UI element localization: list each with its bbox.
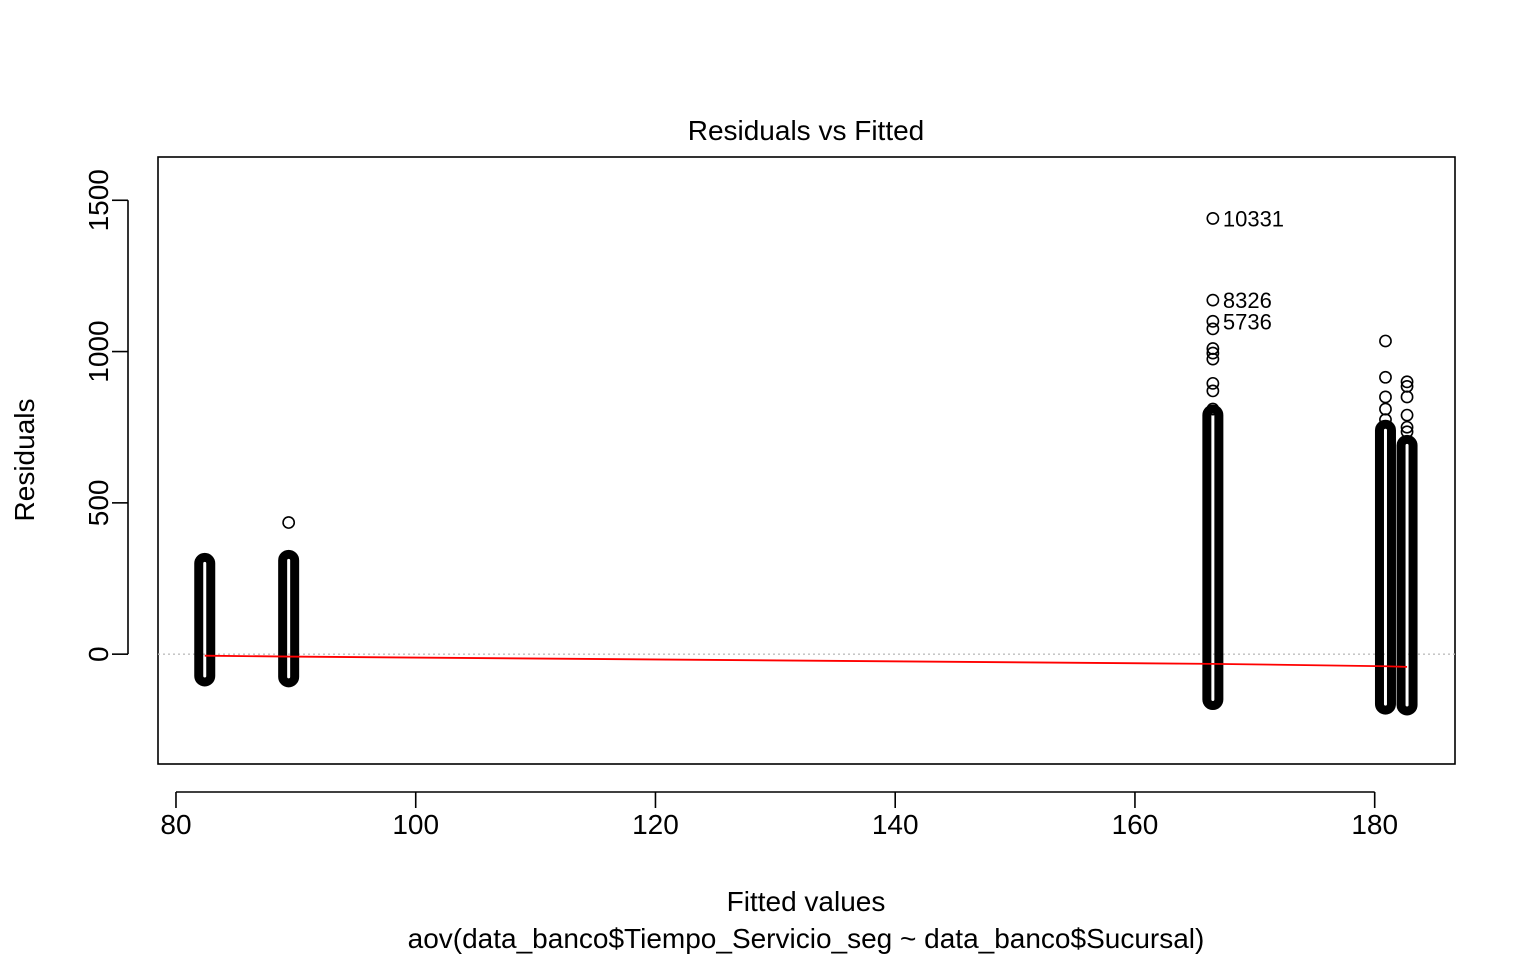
residual-group [1202,212,1224,711]
plot-frame [157,156,1456,765]
chart-title: Residuals vs Fitted [688,115,925,146]
y-tick-label: 0 [83,646,114,662]
x-axis: 80 100 120 140 160 180 [160,791,1398,840]
residual-point-cluster [1374,419,1396,715]
residual-point [1206,342,1220,355]
chart-subtitle: aov(data_banco$Tiempo_Servicio_seg ~ dat… [408,923,1205,954]
residual-point [1379,390,1392,404]
x-tick-label: 100 [392,809,439,840]
x-tick-label: 80 [160,809,191,840]
residual-point [1206,314,1220,328]
x-tick-label: 140 [872,809,919,840]
residual-point-cluster [278,549,300,688]
x-tick-label: 160 [1112,809,1159,840]
residual-points [194,212,1418,716]
residual-point [1400,408,1414,422]
x-axis-label: Fitted values [727,886,886,917]
x-tick-label: 120 [632,809,679,840]
residual-point [1400,425,1414,439]
residual-point [1206,402,1220,416]
y-axis: 0 500 1000 1500 [83,169,129,662]
residual-point [1206,322,1220,336]
residual-point [1379,334,1392,348]
residual-point [282,516,296,529]
residual-point [1400,420,1414,434]
smooth-line [204,654,1408,668]
point-label: 8326 [1223,288,1272,313]
point-label: 5736 [1223,309,1272,334]
residual-group [1374,334,1396,715]
residual-point [1400,375,1414,389]
y-tick-label: 500 [83,480,114,527]
residual-point [1206,346,1220,360]
residual-point [1400,390,1414,404]
y-axis-label: Residuals [9,399,40,522]
residual-point [1206,376,1220,390]
residual-point-cluster [1396,434,1418,716]
x-tick-label: 180 [1351,809,1398,840]
residual-point [1206,212,1220,225]
point-label: 10331 [1223,206,1284,231]
residual-point-cluster [1202,404,1224,711]
residual-point-cluster [194,552,216,687]
residual-group [278,516,300,688]
y-tick-label: 1500 [83,169,114,231]
residual-point [1400,379,1414,393]
residual-group [194,552,216,687]
smooth-line-group [204,654,1408,668]
residual-point [1379,402,1392,416]
residual-point [1206,384,1220,398]
residual-point [1379,370,1392,384]
residual-group [1396,375,1418,716]
y-tick-label: 1000 [83,320,114,382]
residual-point [1206,293,1220,307]
